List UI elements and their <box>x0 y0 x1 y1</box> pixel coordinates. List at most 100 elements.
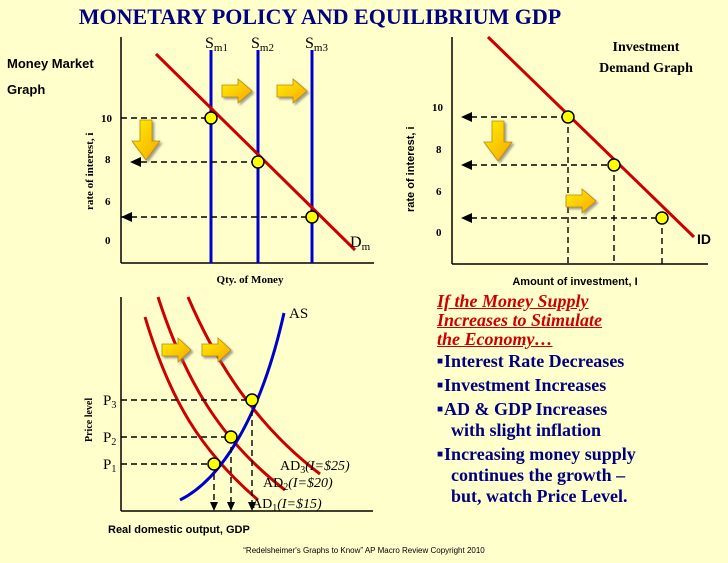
as-curve-label: AS <box>289 306 308 322</box>
ad-as-guide-arrowhead-2 <box>227 502 235 511</box>
money-supply-label-1-s: S <box>205 35 214 52</box>
bullet-square-icon: ■ <box>437 404 444 415</box>
price-label-p1-p: P <box>103 457 111 473</box>
price-label-p3-p: P <box>103 393 111 409</box>
money-demand-line <box>154 52 357 252</box>
investment-demand-label: ID <box>697 231 711 247</box>
list-item: ■Increasing money supply continues the gr… <box>437 444 727 507</box>
down-arrow-icon <box>131 119 161 161</box>
money-demand-label: Dm <box>350 234 371 253</box>
ad-as-graph: Price level AS P3 P2 P <box>84 296 373 536</box>
right-arrow-icon <box>161 337 192 363</box>
right-arrow-icon <box>565 188 597 214</box>
money-market-guide-arrowhead-8 <box>130 157 141 167</box>
investment-y-tick-8: 8 <box>436 144 442 156</box>
money-market-y-tick-0: 0 <box>105 235 111 247</box>
ad-label-1-detail: (I=$15) <box>277 497 322 512</box>
ad-as-equilibrium-dot-3 <box>245 393 259 407</box>
ad-curve-3 <box>186 296 321 476</box>
ad-label-3-sub: 3 <box>300 465 305 476</box>
price-label-p2: P2 <box>103 430 116 448</box>
money-market-equilibrium-dot-2 <box>251 155 265 169</box>
money-demand-label-sub: m <box>362 241 371 253</box>
bullet-3-line-2: with slight inflation <box>451 420 602 440</box>
ad-as-guide-arrowhead-1 <box>210 502 218 511</box>
ad-as-equilibrium-dot-2 <box>224 430 238 444</box>
ad-label-3-detail: (I=$25) <box>305 459 350 474</box>
bullet-4-line-2: continues the growth – <box>451 465 626 485</box>
ad-label-1-sub: 1 <box>272 503 277 514</box>
price-label-p1: P1 <box>103 457 116 475</box>
headline-line-1: If the Money Supply <box>437 291 589 311</box>
investment-y-tick-10: 10 <box>432 102 444 114</box>
footer-credit: “Redelsheimer's Graphs to Know” AP Macro… <box>243 546 485 555</box>
investment-guide-arrowhead-8 <box>461 160 472 170</box>
explanation-panel: If the Money Supply Increases to Stimula… <box>437 292 727 510</box>
money-supply-label-2: Sm2 <box>251 35 274 54</box>
money-market-y-tick-8: 8 <box>105 154 111 166</box>
list-item: ■Interest Rate Decreases <box>437 351 727 372</box>
as-curve <box>179 312 286 502</box>
headline-line-3: the Economy… <box>437 329 553 349</box>
right-arrow-icon <box>221 78 253 104</box>
bullet-4-line-3: but, watch Price Level. <box>451 486 628 506</box>
price-label-p2-sub: 2 <box>111 437 116 448</box>
money-market-y-tick-10: 10 <box>101 113 113 125</box>
price-label-p2-p: P <box>103 430 111 446</box>
bullet-3-line-1: AD & GDP Increases <box>444 399 608 419</box>
money-supply-label-2-sub: m2 <box>260 42 274 54</box>
ad-label-1-ad: AD <box>252 497 272 512</box>
bullet-square-icon: ■ <box>437 356 444 367</box>
money-market-graph: Money Market Graph rate of interest, i 1… <box>7 35 374 286</box>
investment-guide-arrowhead-10 <box>461 112 472 122</box>
investment-x-axis-label: Amount of investment, I <box>512 276 637 288</box>
money-market-x-axis-label: Qty. of Money <box>217 274 284 286</box>
investment-y-tick-0: 0 <box>436 227 442 239</box>
ad-as-equilibrium-dot-1 <box>207 457 221 471</box>
bullet-4-line-1: Increasing money supply <box>444 444 636 464</box>
investment-guide-arrowhead-6 <box>461 213 472 223</box>
money-supply-label-2-s: S <box>251 35 260 52</box>
investment-title-line2: Demand Graph <box>599 61 693 76</box>
money-market-title-line1: Money Market <box>7 56 94 71</box>
main-title: MONETARY POLICY AND EQUILIBRIUM GDP <box>78 4 562 29</box>
ad-label-2: AD2(I=$20) <box>263 476 333 493</box>
list-item: ■Investment Increases <box>437 375 727 396</box>
price-label-p1-sub: 1 <box>111 464 116 475</box>
ad-label-2-ad: AD <box>263 476 283 491</box>
ad-curve-1 <box>143 316 259 502</box>
bullet-square-icon: ■ <box>437 380 444 391</box>
money-market-title-line2: Graph <box>7 82 45 97</box>
down-arrow-icon <box>483 120 513 162</box>
money-market-y-tick-6: 6 <box>105 196 111 208</box>
investment-demand-graph: Investment Demand Graph rate of interest… <box>405 35 711 288</box>
ad-label-2-sub: 2 <box>283 482 288 493</box>
effects-list: ■Interest Rate Decreases ■Investment Inc… <box>437 351 727 507</box>
ad-label-3: AD3(I=$25) <box>280 459 350 476</box>
ad-as-guide-arrowhead-3 <box>248 502 256 511</box>
bullet-2-line-1: Investment Increases <box>444 375 607 395</box>
ad-curve-2 <box>156 296 286 492</box>
money-market-equilibrium-dot-1 <box>204 111 218 125</box>
ad-as-y-axis-label: Price level <box>84 398 95 442</box>
money-supply-label-1-sub: m1 <box>214 42 228 54</box>
investment-equilibrium-dot-3 <box>655 211 669 225</box>
price-label-p3-sub: 3 <box>111 400 116 411</box>
investment-title-line1: Investment <box>613 40 680 55</box>
ad-label-3-ad: AD <box>280 459 300 474</box>
bullet-square-icon: ■ <box>437 449 444 460</box>
money-market-y-axis-label: rate of interest, i <box>84 133 96 210</box>
investment-demand-line <box>486 35 696 239</box>
money-supply-label-3-s: S <box>305 35 314 52</box>
list-item: ■AD & GDP Increases with slight inflation <box>437 399 727 441</box>
investment-equilibrium-dot-2 <box>607 158 621 172</box>
money-market-guide-arrowhead-6 <box>121 212 132 222</box>
money-supply-label-3: Sm3 <box>305 35 328 54</box>
ad-as-x-axis-label: Real domestic output, GDP <box>108 524 250 536</box>
headline-line-2: Increases to Stimulate <box>437 310 603 330</box>
right-arrow-icon <box>276 78 308 104</box>
money-supply-label-1: Sm1 <box>205 35 228 54</box>
investment-y-axis-label: rate of interest, i <box>405 126 417 212</box>
investment-y-tick-6: 6 <box>436 186 442 198</box>
ad-label-1: AD1(I=$15) <box>252 497 322 514</box>
